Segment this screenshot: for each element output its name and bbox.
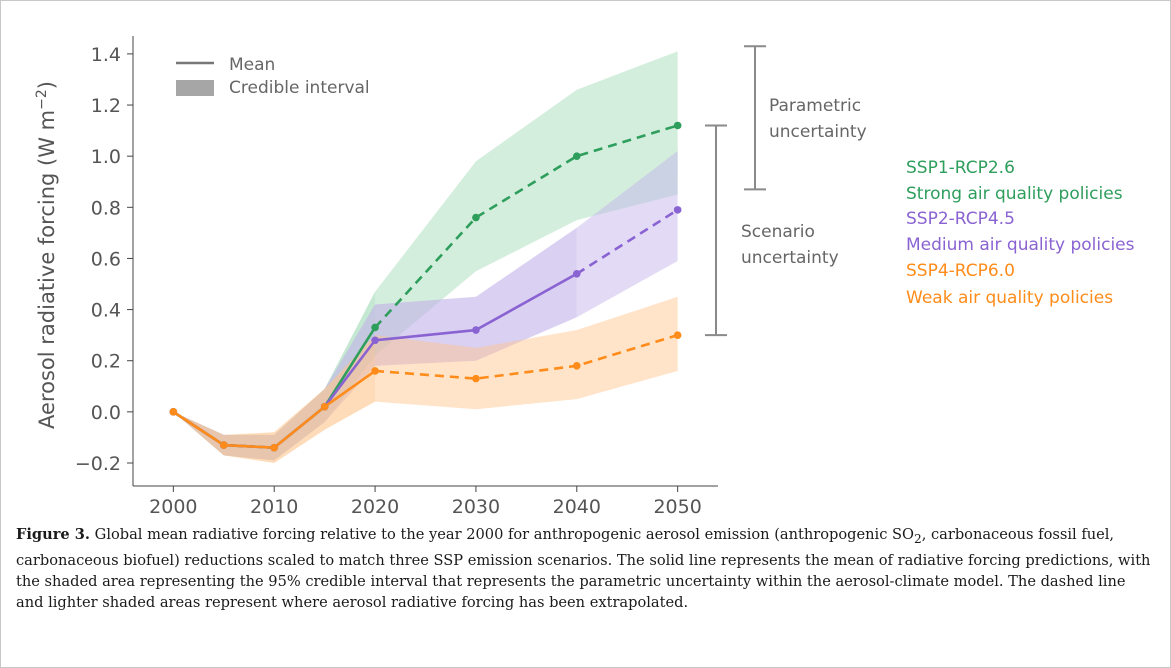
legend-interval-swatch (176, 80, 214, 96)
ssp4-rcp6-0-point (472, 374, 480, 383)
ssp1-rcp2-6-policy-label: Strong air quality policies (906, 184, 1123, 204)
x-tick-label: 2030 (452, 496, 500, 518)
mean-points (169, 121, 682, 452)
ssp4-rcp6-0-point (371, 367, 379, 375)
ssp1-rcp2-6-point (472, 213, 480, 222)
legend-interval-label: Credible interval (229, 78, 370, 98)
ssp4-rcp6-0-mean-line-extrapolated (374, 333, 679, 380)
ssp2-rcp4-5-policy-label: Medium air quality policies (906, 235, 1135, 255)
ssp2-rcp4-5-point (673, 206, 682, 214)
y-tick-label: 0.6 (91, 248, 121, 270)
legend: Mean Credible interval (176, 55, 370, 98)
ssp1-rcp2-6-point (572, 152, 581, 160)
ssp2-rcp4-5-mean-line-extrapolated (576, 208, 679, 275)
caption-text: Global mean radiative forcing relative t… (94, 526, 914, 543)
axes: −0.2 0.0 0.2 0.4 0.6 0.8 1.0 1.2 1.4 2000 2010 2020… (34, 36, 718, 518)
y-tick-label: 1.4 (91, 44, 121, 66)
y-tick-label: −0.2 (75, 453, 121, 475)
scenario-label-line2: uncertainty (741, 248, 839, 268)
ssp4-rcp6-0-point (169, 408, 178, 416)
credible-interval-bands (173, 51, 678, 463)
y-tick-label: 0.0 (91, 402, 121, 424)
legend-mean-label: Mean (229, 55, 275, 75)
x-tick-label: 2010 (250, 496, 298, 518)
ssp1-rcp2-6-point (673, 121, 682, 130)
ssp4-rcp6-0-policy-label: Weak air quality policies (906, 288, 1113, 308)
y-tick-label: 0.8 (91, 197, 121, 219)
figure-caption: Figure 3. Global mean radiative forcing … (16, 524, 1156, 613)
ssp4-rcp6-0-band-extrapolated (375, 296, 678, 410)
uncertainty-annotations: Parametric uncertainty Scenario uncertainty (705, 45, 867, 337)
ssp4-rcp6-0-label: SSP4-RCP6.0 (906, 261, 1015, 281)
y-tick-label: 1.0 (91, 146, 121, 168)
ssp4-rcp6-0-point (219, 441, 228, 449)
parametric-bracket (744, 45, 766, 191)
scenario-bracket (705, 124, 727, 337)
ssp4-rcp6-0-point (572, 362, 581, 370)
y-tick-label: 1.2 (91, 95, 121, 117)
x-tick-label: 2000 (149, 496, 197, 518)
x-tick-label: 2040 (553, 496, 601, 518)
y-tick-label: 0.2 (91, 351, 121, 373)
radiative-forcing-chart: −0.2 0.0 0.2 0.4 0.6 0.8 1.0 1.2 1.4 2000 2010 2020… (34, 36, 1135, 518)
parametric-label-line1: Parametric (769, 96, 861, 116)
x-tick-label: 2050 (653, 496, 701, 518)
ssp4-rcp6-0-point (270, 443, 279, 452)
ssp1-rcp2-6-label: SSP1-RCP2.6 (906, 158, 1015, 178)
ssp1-rcp2-6-band-extrapolated (375, 51, 678, 356)
caption-subscript: 2 (913, 531, 922, 546)
y-tick-label: 0.4 (91, 300, 121, 322)
x-tick-label: 2020 (351, 496, 399, 518)
ssp2-rcp4-5-point (371, 336, 379, 345)
ssp2-rcp4-5-label: SSP2-RCP4.5 (906, 209, 1015, 229)
ssp4-rcp6-0-point (673, 331, 682, 339)
scenario-labels: SSP1-RCP2.6 Strong air quality policies SS… (906, 158, 1135, 308)
ssp1-rcp2-6-point (371, 323, 379, 332)
ssp2-rcp4-5-point (472, 326, 480, 334)
scenario-label-line1: Scenario (741, 222, 815, 242)
ssp4-rcp6-0-point (320, 402, 329, 411)
y-axis-label: Aerosol radiative forcing (W m−2) (34, 81, 59, 429)
ssp2-rcp4-5-point (572, 269, 581, 278)
caption-text-rest: , carbonaceous fossil fuel, carbonaceous… (16, 526, 1151, 611)
ssp1-rcp2-6-mean-line-extrapolated (374, 124, 679, 329)
caption-label: Figure 3. (16, 526, 91, 543)
ssp2-rcp4-5-band-extrapolated (576, 151, 678, 318)
parametric-label-line2: uncertainty (769, 122, 867, 142)
